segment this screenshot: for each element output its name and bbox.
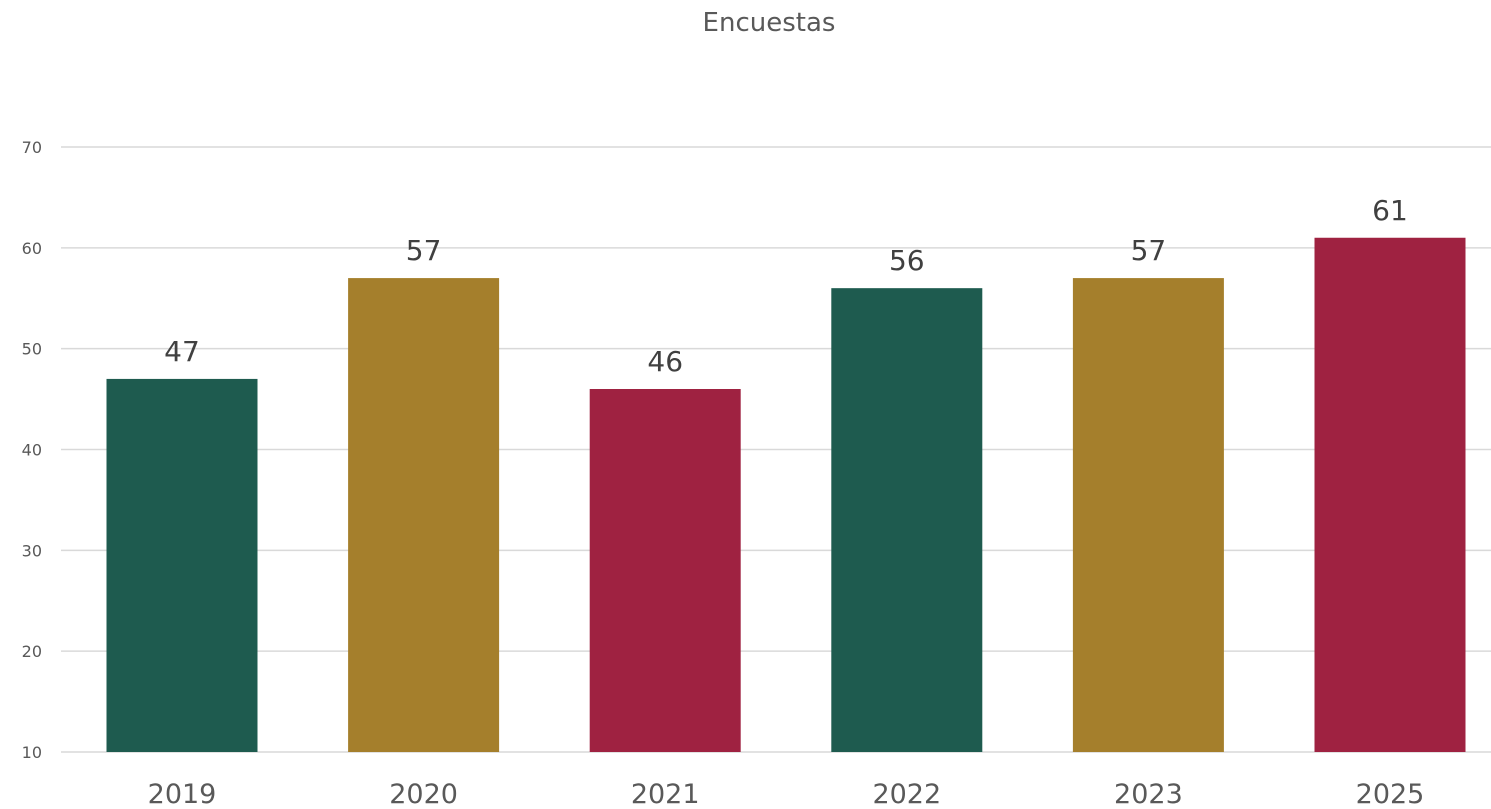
data-labels: 47 57 46 56 57 61 bbox=[164, 194, 1408, 378]
x-tick-label-2023: 2023 bbox=[1114, 779, 1183, 809]
x-tick-label-2019: 2019 bbox=[148, 779, 217, 809]
data-label-2022: 56 bbox=[889, 244, 925, 277]
y-tick-label: 20 bbox=[22, 642, 42, 661]
data-label-2025: 61 bbox=[1372, 194, 1408, 227]
y-tick-label: 10 bbox=[22, 743, 42, 762]
data-label-2019: 47 bbox=[164, 335, 200, 368]
bar-2022 bbox=[831, 288, 983, 752]
x-tick-label-2022: 2022 bbox=[872, 779, 941, 809]
x-tick-label-2020: 2020 bbox=[389, 779, 458, 809]
bar-2020 bbox=[348, 278, 500, 752]
y-tick-label: 70 bbox=[22, 138, 42, 157]
y-axis-ticks: 10 20 30 40 50 60 70 bbox=[22, 138, 42, 762]
bar-2021 bbox=[589, 389, 741, 752]
bar-2019 bbox=[106, 378, 258, 752]
bars bbox=[106, 237, 1466, 752]
y-tick-label: 30 bbox=[22, 541, 42, 560]
data-label-2021: 46 bbox=[647, 345, 683, 378]
x-tick-label-2025: 2025 bbox=[1356, 779, 1425, 809]
x-tick-label-2021: 2021 bbox=[631, 779, 700, 809]
chart-title: Encuestas bbox=[703, 8, 836, 38]
gridlines bbox=[61, 146, 1491, 753]
bar-2023 bbox=[1072, 278, 1224, 752]
x-axis-ticks: 2019 2020 2021 2022 2023 2025 bbox=[148, 779, 1425, 809]
y-tick-label: 60 bbox=[22, 239, 42, 258]
data-label-2020: 57 bbox=[406, 234, 442, 267]
y-tick-label: 50 bbox=[22, 340, 42, 359]
y-tick-label: 40 bbox=[22, 441, 42, 460]
bar-2025 bbox=[1314, 237, 1466, 752]
data-label-2023: 57 bbox=[1131, 234, 1167, 267]
